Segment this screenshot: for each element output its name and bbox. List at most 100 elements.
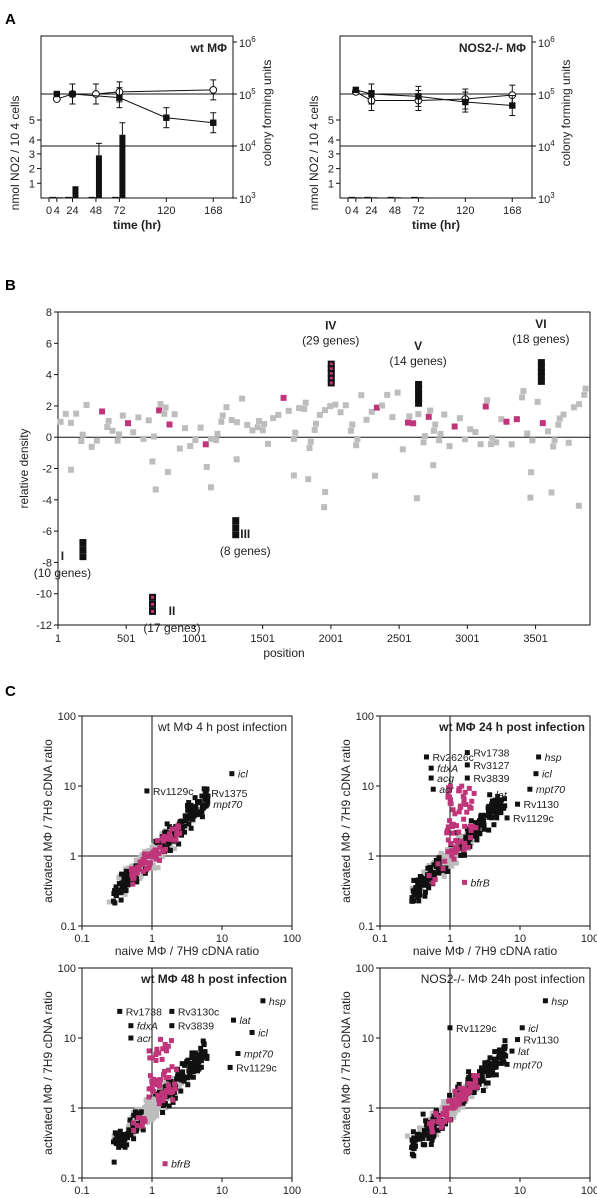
gene-point-magenta bbox=[176, 824, 182, 830]
gene-point-black bbox=[492, 799, 498, 805]
gene-point-black bbox=[436, 855, 442, 861]
gene-point-black bbox=[411, 877, 417, 883]
region-III: III (8 genes) bbox=[220, 517, 271, 558]
gene-point-gray bbox=[149, 1112, 155, 1118]
gene-point-gray bbox=[409, 885, 415, 891]
labeled-gene-point bbox=[542, 998, 548, 1004]
gene-point-black bbox=[501, 1060, 507, 1066]
labeled-gene-point bbox=[144, 788, 150, 794]
density-marker bbox=[104, 424, 111, 431]
gene-point-gray bbox=[146, 1105, 152, 1111]
density-marker bbox=[259, 427, 266, 434]
y-tick-label: 100 bbox=[356, 711, 374, 723]
bar-filled bbox=[371, 197, 378, 198]
gene-point-black bbox=[476, 819, 482, 825]
gene-point-black bbox=[113, 884, 119, 890]
gene-point-magenta bbox=[154, 1046, 160, 1052]
chart-title: wt MΦ bbox=[189, 41, 227, 55]
x-tick-label: 1 bbox=[55, 633, 61, 645]
gene-point-black bbox=[133, 1128, 139, 1134]
gene-point-magenta bbox=[469, 798, 475, 804]
gene-point-magenta bbox=[154, 838, 160, 844]
gene-point-magenta bbox=[173, 837, 179, 843]
region-marker-highlight bbox=[329, 367, 333, 371]
gene-point-magenta bbox=[454, 823, 460, 829]
gene-point-black bbox=[179, 1077, 185, 1083]
density-marker bbox=[192, 437, 199, 444]
gene-point-magenta bbox=[474, 1073, 480, 1079]
gene-point-magenta bbox=[456, 1101, 462, 1107]
y-tick-label: 0.1 bbox=[61, 1173, 76, 1185]
gene-point-black bbox=[179, 827, 185, 833]
gene-label: Rv1375 bbox=[211, 788, 247, 800]
gene-point-black bbox=[458, 852, 464, 858]
cfu-point-filled bbox=[210, 119, 217, 126]
gene-point-black bbox=[199, 1053, 205, 1059]
gene-point-magenta bbox=[460, 793, 466, 799]
gene-point-gray bbox=[159, 831, 165, 837]
gene-point-black bbox=[461, 852, 467, 858]
gene-point-black bbox=[409, 895, 415, 901]
cfu-point-filled bbox=[116, 94, 123, 101]
gene-point-black bbox=[428, 1141, 434, 1147]
region-marker bbox=[537, 359, 545, 367]
density-marker bbox=[462, 436, 469, 443]
gene-point-magenta bbox=[154, 1077, 160, 1083]
gene-point-black bbox=[409, 1151, 415, 1157]
density-marker bbox=[436, 437, 443, 444]
region-marker bbox=[537, 373, 545, 381]
gene-point-black bbox=[490, 1069, 496, 1075]
density-marker bbox=[119, 412, 126, 419]
gene-point-magenta bbox=[160, 1046, 166, 1052]
cfu-line-filled bbox=[355, 89, 513, 107]
gene-point-black bbox=[182, 1062, 188, 1068]
region-marker-highlight bbox=[151, 602, 155, 606]
density-marker bbox=[384, 391, 391, 398]
gene-point-black bbox=[188, 1064, 194, 1070]
gene-point-magenta bbox=[446, 794, 452, 800]
gene-point-black bbox=[168, 1079, 174, 1085]
region-VI: VI(18 genes) bbox=[512, 317, 570, 385]
gene-point-magenta bbox=[129, 866, 135, 872]
density-marker bbox=[321, 504, 328, 511]
gene-point-black bbox=[486, 808, 492, 814]
labeled-gene-point bbox=[128, 1023, 134, 1029]
gene-point-magenta bbox=[459, 783, 465, 789]
chart-c-3: 0.10.1 1 1 10 10 100 100 naive MΦ / 7H9 cDNA ra… bbox=[41, 963, 301, 1198]
labeled-gene-point bbox=[428, 775, 434, 781]
region-marker-highlight bbox=[329, 376, 333, 380]
left-axis-label: nmol NO2 / 10 4 cells bbox=[307, 96, 321, 211]
gene-point-black bbox=[500, 1056, 506, 1062]
gene-point-black bbox=[120, 1134, 126, 1140]
region-marker bbox=[537, 368, 545, 376]
y-tick-label: 10 bbox=[64, 1033, 76, 1045]
gene-point-magenta bbox=[468, 827, 474, 833]
gene-point-magenta bbox=[153, 1052, 159, 1058]
gene-point-black bbox=[481, 818, 487, 824]
region-label: VI bbox=[535, 317, 546, 331]
gene-point-black bbox=[435, 1127, 441, 1133]
region-marker-highlight bbox=[329, 362, 333, 366]
gene-label: Rv3127 bbox=[473, 760, 509, 772]
gene-point-magenta bbox=[456, 786, 462, 792]
density-marker bbox=[150, 433, 157, 440]
density-marker bbox=[124, 420, 131, 427]
gene-point-magenta bbox=[140, 1120, 146, 1126]
gene-point-magenta bbox=[442, 858, 448, 864]
gene-point-magenta bbox=[458, 838, 464, 844]
right-tick-label: 105 bbox=[239, 87, 256, 102]
gene-point-magenta bbox=[436, 1114, 442, 1120]
gene-point-black bbox=[422, 1142, 428, 1148]
gene-point-magenta bbox=[465, 1088, 471, 1094]
gene-point-black bbox=[199, 793, 205, 799]
gene-point-black bbox=[119, 1143, 125, 1149]
density-marker bbox=[432, 421, 439, 428]
density-marker bbox=[560, 411, 567, 418]
density-marker bbox=[207, 435, 214, 442]
density-marker bbox=[451, 423, 458, 430]
gene-point-gray bbox=[149, 1102, 155, 1108]
region-marker-highlight bbox=[151, 595, 155, 599]
right-tick-label: 104 bbox=[538, 139, 555, 154]
x-tick-label: 1 bbox=[447, 933, 453, 945]
gene-label: icl bbox=[528, 1023, 539, 1035]
